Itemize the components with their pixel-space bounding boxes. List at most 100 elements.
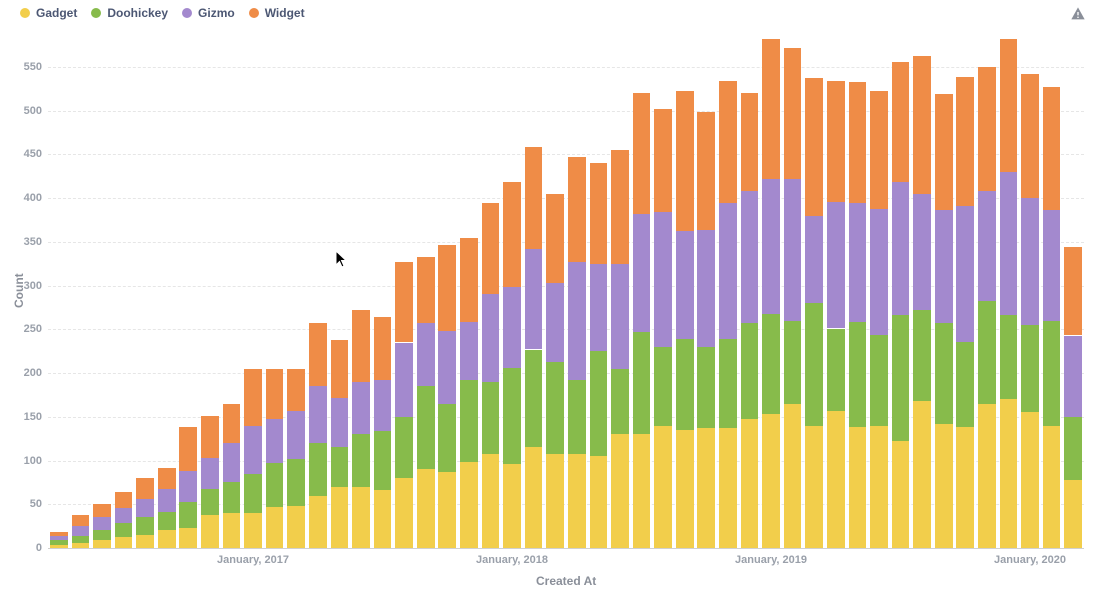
bar-segment-gadget[interactable] [309,496,327,548]
bar-segment-gizmo[interactable] [676,231,694,339]
bar[interactable] [438,32,456,548]
bar-segment-gizmo[interactable] [1064,336,1082,417]
bar[interactable] [784,32,802,548]
bar-segment-gadget[interactable] [395,478,413,548]
bar[interactable] [633,32,651,548]
bar[interactable] [93,32,111,548]
bar-segment-gizmo[interactable] [201,458,219,489]
bar-segment-gadget[interactable] [460,462,478,548]
bar-segment-doohickey[interactable] [590,351,608,456]
bar-segment-gadget[interactable] [115,537,133,548]
bar[interactable] [1000,32,1018,548]
bar-segment-gadget[interactable] [741,419,759,548]
bar-segment-gizmo[interactable] [827,202,845,329]
bar-segment-gadget[interactable] [654,426,672,548]
bar-segment-doohickey[interactable] [870,335,888,425]
bar[interactable] [309,32,327,548]
bar[interactable] [503,32,521,548]
bar[interactable] [676,32,694,548]
bar-segment-gizmo[interactable] [1000,172,1018,315]
bar-segment-widget[interactable] [1000,39,1018,172]
bar[interactable] [50,32,68,548]
bar-segment-widget[interactable] [719,81,737,203]
bar-segment-gizmo[interactable] [935,210,953,324]
bar[interactable] [654,32,672,548]
bar-segment-widget[interactable] [395,262,413,342]
bar-segment-widget[interactable] [503,182,521,287]
bar-segment-doohickey[interactable] [633,332,651,434]
bar-segment-gizmo[interactable] [870,209,888,336]
bar-segment-doohickey[interactable] [1000,315,1018,400]
bar-segment-gizmo[interactable] [115,508,133,523]
bar-segment-gizmo[interactable] [72,526,90,536]
bar-segment-widget[interactable] [849,82,867,203]
bar-segment-widget[interactable] [72,515,90,526]
bar-segment-widget[interactable] [827,81,845,202]
bar-segment-widget[interactable] [633,93,651,214]
bar-segment-gadget[interactable] [590,456,608,548]
bar-segment-gadget[interactable] [179,528,197,548]
bar-segment-widget[interactable] [201,416,219,458]
bar[interactable] [956,32,974,548]
bar-segment-gizmo[interactable] [913,194,931,310]
bar-segment-gizmo[interactable] [633,214,651,332]
bar-segment-doohickey[interactable] [611,369,629,435]
bar-segment-gizmo[interactable] [503,287,521,367]
bar-segment-doohickey[interactable] [697,347,715,428]
bar-segment-gadget[interactable] [93,540,111,548]
bar-segment-gadget[interactable] [525,447,543,548]
bar[interactable] [395,32,413,548]
bar-segment-widget[interactable] [697,112,715,230]
bar[interactable] [115,32,133,548]
bar-segment-widget[interactable] [309,323,327,386]
bar-segment-gizmo[interactable] [525,249,543,350]
bar[interactable] [590,32,608,548]
bar-segment-widget[interactable] [805,78,823,216]
bar-segment-gizmo[interactable] [568,262,586,380]
bar[interactable] [460,32,478,548]
bar-segment-gizmo[interactable] [438,331,456,404]
bar-segment-gadget[interactable] [633,434,651,548]
bar-segment-widget[interactable] [482,203,500,294]
bar-segment-gadget[interactable] [352,487,370,548]
bar-segment-doohickey[interactable] [438,404,456,472]
bar[interactable] [741,32,759,548]
bar-segment-gadget[interactable] [611,434,629,548]
bar[interactable] [482,32,500,548]
bar-segment-widget[interactable] [784,48,802,179]
bar[interactable] [719,32,737,548]
bar-segment-gadget[interactable] [719,428,737,548]
bar-segment-gizmo[interactable] [956,206,974,342]
bar-segment-widget[interactable] [676,91,694,230]
bar-segment-widget[interactable] [913,56,931,194]
bar-segment-gadget[interactable] [762,414,780,548]
bar-segment-gizmo[interactable] [590,264,608,351]
bar-segment-gizmo[interactable] [417,323,435,386]
bar-segment-gizmo[interactable] [741,191,759,323]
bar-segment-doohickey[interactable] [654,347,672,426]
bar-segment-doohickey[interactable] [72,536,90,543]
bar-segment-widget[interactable] [1021,74,1039,198]
bar-segment-gadget[interactable] [201,515,219,548]
legend-item-gadget[interactable]: Gadget [20,6,77,20]
bar-segment-doohickey[interactable] [719,339,737,428]
bar[interactable] [1064,32,1082,548]
bar[interactable] [417,32,435,548]
bar-segment-gadget[interactable] [72,543,90,548]
bar-segment-gadget[interactable] [1000,399,1018,548]
bar-segment-gadget[interactable] [978,404,996,548]
bar-segment-gizmo[interactable] [309,386,327,443]
bar[interactable] [287,32,305,548]
bar-segment-widget[interactable] [223,404,241,443]
bar-segment-gadget[interactable] [697,428,715,548]
bar-segment-doohickey[interactable] [158,512,176,529]
bar[interactable] [136,32,154,548]
bar-segment-gizmo[interactable] [482,294,500,381]
bar[interactable] [201,32,219,548]
bar-segment-gadget[interactable] [870,426,888,548]
bar-segment-doohickey[interactable] [395,417,413,478]
bar-segment-doohickey[interactable] [179,502,197,528]
bar-segment-gadget[interactable] [956,427,974,548]
bar-segment-widget[interactable] [115,492,133,508]
bar-segment-doohickey[interactable] [546,362,564,455]
